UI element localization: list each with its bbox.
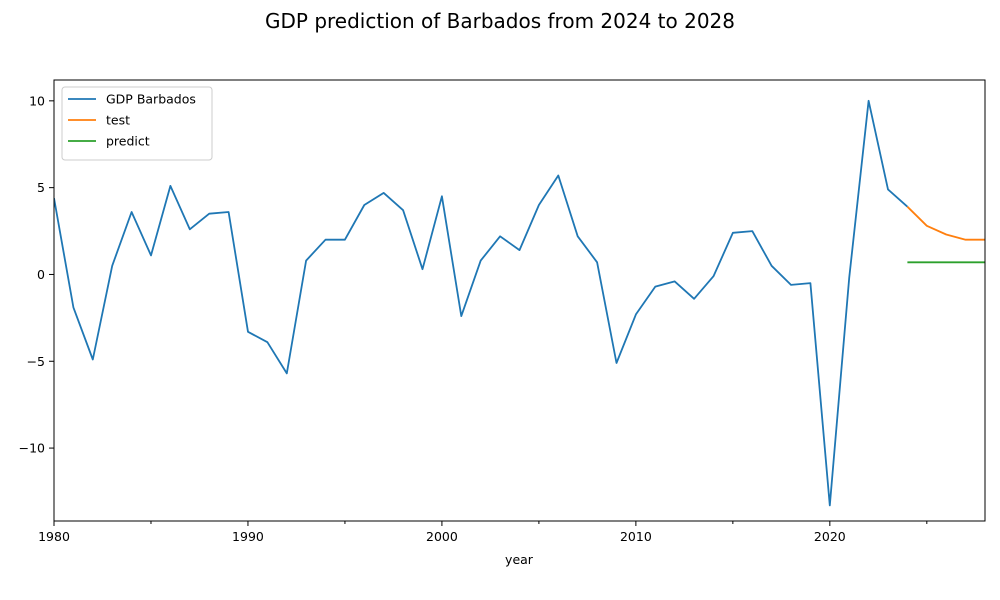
x-tick-label: 2010 [620, 529, 652, 544]
x-tick-label: 1990 [232, 529, 264, 544]
y-tick-label: 0 [37, 267, 45, 282]
legend-entry: GDP Barbados [106, 92, 196, 107]
legend-entry: predict [106, 134, 150, 149]
y-tick-label: 5 [37, 180, 45, 195]
legend-box [61, 86, 213, 161]
x-tick-label: 2020 [814, 529, 846, 544]
chart-title: GDP prediction of Barbados from 2024 to … [265, 9, 735, 33]
x-tick-label: 1980 [38, 529, 70, 544]
y-tick-label: 10 [29, 93, 45, 108]
y-tick-label: −5 [27, 354, 45, 369]
y-tick-label: −10 [19, 441, 45, 456]
legend-entry: test [106, 113, 130, 128]
legend: GDP Barbados test predict [61, 86, 213, 161]
plot-frame [53, 79, 986, 522]
x-tick-label: 2000 [426, 529, 458, 544]
plot-area: 1980 1990 2000 2010 2020 −10 −5 0 5 10 [19, 79, 986, 544]
series-line-test [906, 206, 985, 241]
series-line-gdp-barbados [54, 99, 908, 507]
x-axis-label: year [505, 552, 534, 567]
